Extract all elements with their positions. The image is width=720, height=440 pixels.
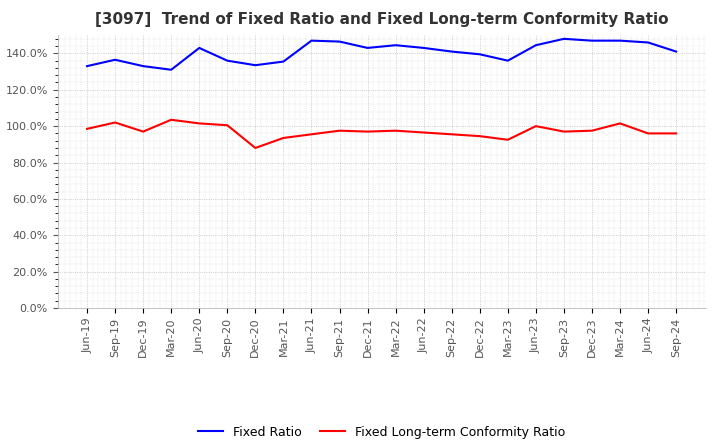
Fixed Long-term Conformity Ratio [419,130,428,135]
Fixed Ratio [279,59,288,64]
Fixed Long-term Conformity Ratio [139,129,148,134]
Fixed Long-term Conformity Ratio [83,126,91,132]
Fixed Ratio [559,36,568,41]
Fixed Ratio [503,58,512,63]
Fixed Ratio [391,43,400,48]
Fixed Ratio [139,63,148,69]
Fixed Ratio [167,67,176,73]
Fixed Long-term Conformity Ratio [111,120,120,125]
Fixed Ratio [307,38,316,43]
Fixed Ratio [336,39,344,44]
Fixed Long-term Conformity Ratio [447,132,456,137]
Fixed Long-term Conformity Ratio [391,128,400,133]
Fixed Long-term Conformity Ratio [644,131,652,136]
Fixed Long-term Conformity Ratio [307,132,316,137]
Fixed Ratio [616,38,624,43]
Fixed Ratio [111,57,120,62]
Fixed Long-term Conformity Ratio [223,123,232,128]
Fixed Ratio [251,62,260,68]
Fixed Long-term Conformity Ratio [672,131,680,136]
Fixed Ratio [644,40,652,45]
Fixed Long-term Conformity Ratio [559,129,568,134]
Fixed Ratio [672,49,680,54]
Fixed Long-term Conformity Ratio [195,121,204,126]
Fixed Ratio [83,63,91,69]
Line: Fixed Long-term Conformity Ratio: Fixed Long-term Conformity Ratio [87,120,676,148]
Fixed Ratio [419,45,428,51]
Title: [3097]  Trend of Fixed Ratio and Fixed Long-term Conformity Ratio: [3097] Trend of Fixed Ratio and Fixed Lo… [95,12,668,27]
Fixed Ratio [223,58,232,63]
Fixed Ratio [447,49,456,54]
Legend: Fixed Ratio, Fixed Long-term Conformity Ratio: Fixed Ratio, Fixed Long-term Conformity … [193,421,570,440]
Fixed Ratio [195,45,204,51]
Fixed Ratio [364,45,372,51]
Fixed Ratio [588,38,596,43]
Fixed Long-term Conformity Ratio [616,121,624,126]
Fixed Ratio [531,43,540,48]
Fixed Long-term Conformity Ratio [364,129,372,134]
Fixed Long-term Conformity Ratio [279,136,288,141]
Fixed Long-term Conformity Ratio [588,128,596,133]
Fixed Long-term Conformity Ratio [251,145,260,150]
Fixed Long-term Conformity Ratio [167,117,176,122]
Fixed Long-term Conformity Ratio [336,128,344,133]
Fixed Long-term Conformity Ratio [475,133,484,139]
Fixed Long-term Conformity Ratio [531,124,540,129]
Line: Fixed Ratio: Fixed Ratio [87,39,676,70]
Fixed Long-term Conformity Ratio [503,137,512,143]
Fixed Ratio [475,51,484,57]
